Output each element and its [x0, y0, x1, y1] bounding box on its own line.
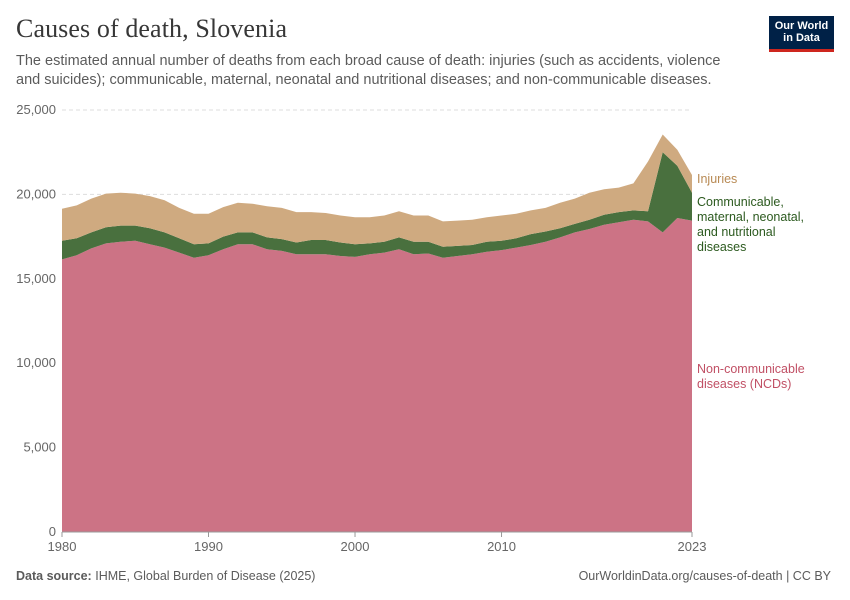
y-tick-label: 20,000	[16, 186, 56, 201]
y-tick-label: 15,000	[16, 271, 56, 286]
x-tick-label: 2010	[487, 539, 516, 554]
area-series-0[interactable]	[62, 218, 692, 532]
logo-line-1: Our World	[774, 20, 829, 32]
series-label-1[interactable]: and nutritional	[697, 225, 776, 239]
logo-line-2: in Data	[783, 32, 820, 44]
area-series-2[interactable]	[62, 134, 692, 247]
x-tick-label: 2000	[341, 539, 370, 554]
y-tick-label: 10,000	[16, 355, 56, 370]
data-source: Data source: IHME, Global Burden of Dise…	[16, 569, 315, 583]
y-tick-label: 0	[49, 524, 56, 539]
series-label-0[interactable]: diseases (NCDs)	[697, 377, 791, 391]
series-label-2[interactable]: Injuries	[697, 172, 737, 186]
x-tick-label: 1980	[48, 539, 77, 554]
stacked-areas	[62, 134, 692, 532]
chart-subtitle: The estimated annual number of deaths fr…	[16, 53, 721, 88]
series-label-1[interactable]: diseases	[697, 240, 746, 254]
source-url[interactable]: OurWorldinData.org/causes-of-death | CC …	[578, 569, 831, 583]
x-tick-label: 1990	[194, 539, 223, 554]
y-tick-label: 5,000	[23, 440, 56, 455]
y-tick-label: 25,000	[16, 102, 56, 117]
series-label-1[interactable]: maternal, neonatal,	[697, 210, 804, 224]
x-tick-label: 2023	[678, 539, 707, 554]
chart-title: Causes of death, Slovenia	[16, 14, 288, 43]
data-source-text: IHME, Global Burden of Disease (2025)	[95, 569, 316, 583]
owid-logo[interactable]: Our World in Data	[769, 16, 834, 52]
series-label-1[interactable]: Communicable,	[697, 195, 784, 209]
data-source-label: Data source:	[16, 569, 92, 583]
series-label-0[interactable]: Non-communicable	[697, 362, 805, 376]
axes: 0 5,000 10,000 15,000 20,000 25,000 1980 1990 20…	[16, 102, 706, 554]
